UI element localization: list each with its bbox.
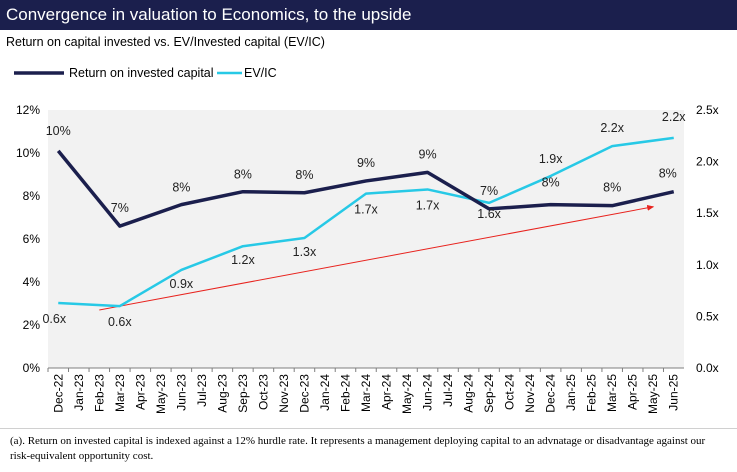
data-label-ev-ic: 2.2x <box>662 110 686 124</box>
x-tick-label: Aug-23 <box>215 374 229 413</box>
data-label-ev-ic: 0.6x <box>42 312 66 326</box>
x-tick-label: Nov-24 <box>523 374 537 413</box>
data-label-ev-ic: 1.2x <box>231 253 255 267</box>
x-tick-label: Jan-23 <box>72 374 86 411</box>
data-label-roic: 9% <box>419 147 437 161</box>
x-tick-label: May-23 <box>154 374 168 414</box>
series-lines <box>56 136 675 308</box>
x-tick-label: Jun-23 <box>174 374 188 411</box>
chart-title: Convergence in valuation to Economics, t… <box>6 5 412 24</box>
data-label-roic: 7% <box>111 201 129 215</box>
x-tick-label: Jul-24 <box>441 374 455 407</box>
series-line-return-on-invested-capital <box>56 149 675 228</box>
data-label-roic: 8% <box>234 168 252 182</box>
x-tick-label: Apr-24 <box>380 374 394 410</box>
line-chart: 0% 2% 4% 6% 8% 10% 12% 0.0x 0.5x 1.0x 1.5x 2.0x 2.5x… <box>14 66 719 414</box>
data-label-roic: 8% <box>295 168 313 182</box>
y-right-tick-label: 0.5x <box>696 309 719 323</box>
x-tick-label: Sep-24 <box>482 374 496 413</box>
data-label-roic: 8% <box>542 176 560 190</box>
x-tick-label: Dec-23 <box>297 374 311 413</box>
chart-subtitle: Return on capital invested vs. EV/Invest… <box>6 35 325 49</box>
trend-arrow-group <box>99 204 655 311</box>
y-right-tick-label: 2.5x <box>696 103 719 117</box>
x-tick-label: Mar-24 <box>359 374 373 412</box>
x-tick-label: Jan-25 <box>564 374 578 411</box>
series-line-ev-ic <box>58 136 674 308</box>
y-right-tick-label: 2.0x <box>696 155 719 169</box>
x-tick-label: May-24 <box>400 374 414 414</box>
x-tick-label: Apr-25 <box>626 374 640 410</box>
x-tick-label: Feb-24 <box>338 374 352 412</box>
x-tick-label: May-25 <box>646 374 660 414</box>
legend-label-ev-ic: EV/IC <box>244 66 277 80</box>
x-tick-label: Sep-23 <box>236 374 250 413</box>
x-tick-label: Feb-25 <box>585 374 599 412</box>
data-label-ev-ic: 0.6x <box>108 315 132 329</box>
x-tick-label: Dec-22 <box>51 374 65 413</box>
x-tick-label: Mar-25 <box>605 374 619 412</box>
x-tick-label: Nov-23 <box>277 374 291 413</box>
x-tick-label: Dec-24 <box>544 374 558 413</box>
y-left-tick-label: 12% <box>16 103 40 117</box>
data-label-roic: 8% <box>659 167 677 181</box>
data-label-roic: 8% <box>603 181 621 195</box>
footnote: (a). Return on invested capital is index… <box>10 435 706 462</box>
y-left-tick-label: 4% <box>23 275 41 289</box>
x-tick-label: Oct-23 <box>256 374 270 410</box>
y-left-tick-label: 10% <box>16 146 40 160</box>
data-label-ev-ic: 1.6x <box>477 207 501 221</box>
data-label-ev-ic: 1.9x <box>539 152 563 166</box>
x-tick-label: Oct-24 <box>503 374 517 410</box>
y-left-tick-label: 2% <box>23 318 41 332</box>
title-bar: Convergence in valuation to Economics, t… <box>0 0 737 30</box>
plot-area <box>48 110 684 368</box>
data-label-ev-ic: 1.7x <box>416 198 440 212</box>
data-label-ev-ic: 0.9x <box>170 277 194 291</box>
x-tick-label: Jun-24 <box>421 374 435 411</box>
x-tick-label: Jul-23 <box>195 374 209 407</box>
data-label-roic: 8% <box>172 181 190 195</box>
data-label-roic: 9% <box>357 156 375 170</box>
legend: Return on invested capital EV/IC <box>14 66 277 80</box>
y-right-tick-label: 0.0x <box>696 361 719 375</box>
y-right-tick-label: 1.0x <box>696 258 719 272</box>
data-label-ev-ic: 1.7x <box>354 203 378 217</box>
legend-label-roic: Return on invested capital <box>69 66 214 80</box>
y-right-tick-label: 1.5x <box>696 206 719 220</box>
y-left-tick-label: 0% <box>23 361 41 375</box>
y-left-tick-label: 6% <box>23 232 41 246</box>
x-tick-label: Jan-24 <box>318 374 332 411</box>
data-label-roic: 10% <box>46 124 71 138</box>
x-tick-label: Jun-25 <box>667 374 681 411</box>
data-labels: 10% 7% 8% 8% 8% 9% 9% 7% 8% 8% 8% 0.6x 0.6x 0.9x 1.2x 1… <box>42 110 686 329</box>
data-label-ev-ic: 1.3x <box>293 245 317 259</box>
footnote-divider <box>0 428 737 429</box>
data-label-ev-ic: 2.2x <box>600 121 624 135</box>
x-tick-label: Feb-23 <box>92 374 106 412</box>
axes: 0% 2% 4% 6% 8% 10% 12% 0.0x 0.5x 1.0x 1.5x 2.0x 2.5x… <box>16 103 719 414</box>
y-left-tick-label: 8% <box>23 189 41 203</box>
x-tick-label: Aug-24 <box>462 374 476 413</box>
data-label-roic: 7% <box>480 184 498 198</box>
x-tick-label: Apr-23 <box>133 374 147 410</box>
x-tick-label: Mar-23 <box>113 374 127 412</box>
trend-arrow <box>99 204 655 311</box>
